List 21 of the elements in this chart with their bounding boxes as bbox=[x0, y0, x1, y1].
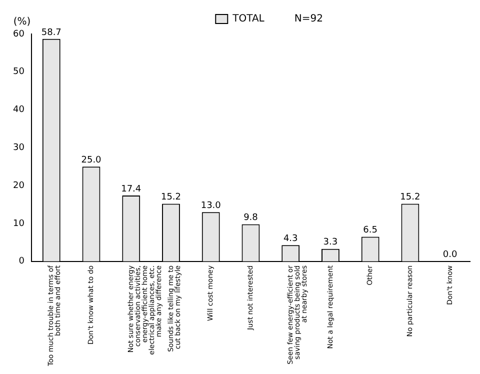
y-tick-label: 10 bbox=[13, 218, 25, 229]
legend-label: TOTAL bbox=[232, 14, 265, 25]
data-label: 9.8 bbox=[244, 213, 258, 224]
y-tick-label: 50 bbox=[13, 67, 25, 78]
y-tick-label: 60 bbox=[13, 29, 25, 40]
y-tick-label: 40 bbox=[13, 105, 25, 116]
data-label: 25.0 bbox=[81, 155, 102, 166]
data-label: 15.2 bbox=[400, 192, 420, 203]
data-label: 15.2 bbox=[160, 192, 182, 203]
data-label: 17.4 bbox=[121, 184, 142, 194]
data-label: 4.3 bbox=[283, 234, 298, 244]
y-axis-title: (%) bbox=[13, 16, 31, 28]
y-tick-label: 30 bbox=[13, 143, 25, 154]
y-tick-label: 20 bbox=[13, 180, 25, 191]
data-label: 58.7 bbox=[41, 28, 62, 38]
data-label: 13.0 bbox=[200, 200, 222, 211]
text: N=92 bbox=[294, 14, 323, 25]
data-label: 0.0 bbox=[442, 250, 458, 260]
data-label: 3.3 bbox=[323, 238, 338, 248]
data-label: 6.5 bbox=[363, 226, 378, 236]
y-tick-label: 0 bbox=[18, 256, 25, 267]
